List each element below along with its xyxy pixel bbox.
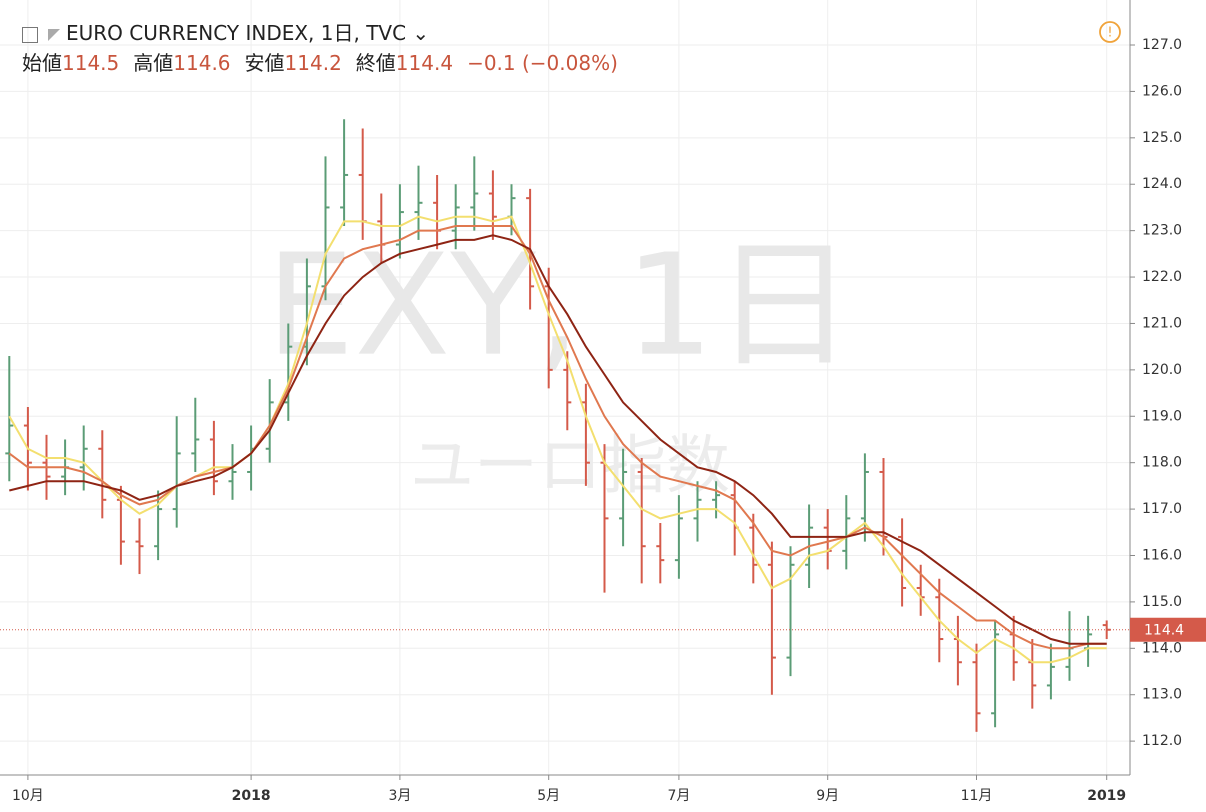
- legend-value: 114.2: [284, 51, 342, 75]
- x-tick-label: 7月: [667, 788, 690, 804]
- ohlc-bar: [786, 546, 795, 677]
- x-tick-label: 2018: [232, 788, 271, 804]
- ohlc-bar: [637, 458, 646, 584]
- ohlc-bar: [395, 184, 404, 259]
- ohlc-bar: [414, 165, 423, 240]
- symbol-title[interactable]: EURO CURRENCY INDEX, 1日, TVC: [66, 21, 407, 45]
- info-icon[interactable]: [1099, 21, 1121, 43]
- x-tick-label: 2019: [1087, 788, 1126, 804]
- ohlc-bar: [172, 416, 181, 528]
- y-tick-label: 122.0: [1142, 269, 1182, 285]
- x-tick-label: 11月: [961, 788, 993, 804]
- legend-value: 114.6: [173, 51, 231, 75]
- ohlc-bar: [470, 156, 479, 231]
- watermark: EXY, 1日: [266, 225, 854, 388]
- legend-label: 終値: [355, 51, 396, 75]
- legend-value: 114.4: [395, 51, 454, 75]
- ohlc-bar: [247, 425, 256, 491]
- ohlc-bar: [693, 481, 702, 542]
- ohlc-bar: [1046, 643, 1055, 700]
- y-tick-label: 114.0: [1142, 640, 1182, 656]
- last-price-label: 114.4: [1144, 623, 1184, 639]
- y-tick-label: 118.0: [1142, 455, 1182, 471]
- y-tick-label: 121.0: [1142, 315, 1182, 331]
- ohlc-bar: [1102, 620, 1111, 640]
- y-tick-label: 115.0: [1142, 594, 1182, 610]
- ohlc-bar: [842, 495, 851, 570]
- ohlc-bar: [191, 397, 200, 472]
- moving-average: [9, 234, 1107, 645]
- ohlc-bar: [991, 620, 1000, 728]
- last-price-box: [1130, 617, 1206, 642]
- ohlc-legend: 始値114.5 高値114.6 安値114.2 終値114.4 −0.1 (−0.08%…: [22, 48, 618, 78]
- ohlc-bar: [228, 444, 237, 500]
- ohlc-bar: [1084, 615, 1093, 667]
- y-tick-label: 113.0: [1142, 687, 1182, 703]
- ohlc-bar: [209, 420, 218, 496]
- x-tick-label: 9月: [816, 788, 839, 804]
- ohlc-bar: [823, 509, 832, 570]
- legend-value: 114.5: [62, 51, 120, 75]
- ohlc-bar: [265, 379, 274, 463]
- ohlc-bar: [284, 323, 293, 421]
- y-tick-label: 126.0: [1142, 83, 1182, 99]
- info-icon-mark: !: [1107, 26, 1112, 41]
- ohlc-bar: [619, 448, 628, 547]
- x-tick-label: 3月: [388, 788, 411, 804]
- y-tick-label: 124.0: [1142, 176, 1182, 192]
- ohlc-bar: [712, 481, 721, 519]
- ohlc-bar: [340, 119, 349, 227]
- moving-average: [8, 225, 1107, 650]
- ohlc-bar: [656, 523, 665, 584]
- ohlc-bar: [730, 481, 739, 556]
- ohlc-bar: [972, 643, 981, 732]
- change: −0.1 (−0.08%): [467, 51, 618, 75]
- ohlc-bar: [898, 518, 907, 607]
- legend-label: 安値: [244, 51, 285, 75]
- y-tick-label: 112.0: [1142, 733, 1182, 749]
- ohlc-bar: [154, 490, 163, 561]
- ohlc-bar: [563, 351, 572, 431]
- y-tick-label: 120.0: [1142, 362, 1182, 378]
- ohlc-bar: [135, 518, 144, 575]
- header: EURO CURRENCY INDEX, 1日, TVC ⌄ 始値114.5 高値…: [22, 18, 618, 78]
- ohlc-bar: [581, 383, 590, 486]
- ohlc-bar: [5, 355, 14, 482]
- y-tick-label: 116.0: [1142, 547, 1182, 563]
- ohlc-bar: [79, 425, 88, 491]
- ohlc-bar: [488, 170, 497, 240]
- x-tick-label: 10月: [12, 788, 44, 804]
- legend-label: 高値: [133, 51, 174, 75]
- ohlc-bar: [767, 541, 776, 695]
- ohlc-bar: [1065, 611, 1074, 681]
- y-tick-label: 125.0: [1142, 130, 1182, 146]
- title-row: EURO CURRENCY INDEX, 1日, TVC ⌄: [22, 18, 618, 48]
- ohlc-bar: [674, 495, 683, 579]
- y-tick-label: 119.0: [1142, 408, 1182, 424]
- ohlc-bar: [98, 430, 107, 519]
- ohlc-bar: [749, 513, 758, 584]
- watermark-sub: ユーロ指数: [410, 430, 730, 504]
- ohlc-bar: [953, 615, 962, 686]
- x-tick-label: 5月: [537, 788, 560, 804]
- expand-icon[interactable]: [22, 26, 38, 43]
- legend-label: 始値: [22, 51, 62, 75]
- y-tick-label: 123.0: [1142, 223, 1182, 239]
- y-tick-label: 127.0: [1142, 37, 1182, 53]
- y-tick-label: 117.0: [1142, 501, 1182, 517]
- flag-icon: [48, 28, 60, 41]
- ohlc-bar: [1028, 639, 1037, 709]
